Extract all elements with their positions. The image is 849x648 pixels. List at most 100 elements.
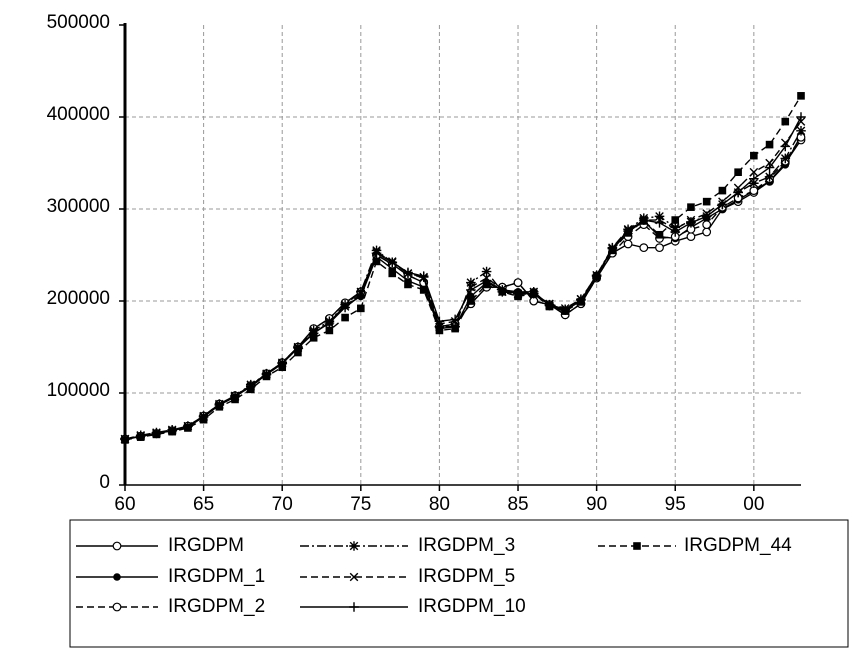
data-point: [623, 239, 633, 249]
data-point: [592, 273, 601, 281]
data-point: [450, 314, 460, 325]
data-point: [388, 269, 397, 278]
data-point: [340, 302, 350, 313]
data-point: [639, 243, 649, 253]
x-tick-label: 75: [350, 494, 371, 515]
data-point: [356, 290, 366, 301]
data-point: [671, 216, 680, 224]
x-tick-label: 95: [665, 494, 686, 515]
data-point: [654, 218, 665, 228]
x-tick-label: 70: [272, 494, 293, 515]
data-point: [749, 173, 759, 184]
data-point: [404, 280, 412, 289]
data-point: [435, 326, 444, 335]
data-point: [670, 227, 681, 237]
data-point: [764, 162, 775, 173]
legend-marker: [349, 541, 359, 551]
series: [120, 117, 806, 444]
data-point: [482, 280, 491, 289]
legend-label: IRGDPM_44: [684, 535, 792, 556]
data-point: [168, 427, 176, 436]
legend-label: IRGDPM_5: [418, 566, 515, 587]
data-point: [639, 217, 648, 225]
data-point: [262, 372, 271, 381]
data-point: [466, 285, 476, 295]
y-tick-label: 500000: [47, 12, 110, 33]
data-point: [686, 232, 696, 242]
legend-label: IRGDPM_1: [168, 566, 265, 587]
series-line: [124, 136, 802, 440]
data-point: [717, 199, 728, 210]
legend-label: IRGDPM_10: [418, 596, 526, 617]
series: [121, 92, 805, 444]
data-point: [545, 302, 554, 311]
data-point: [371, 248, 382, 258]
data-point: [434, 316, 445, 327]
data-point: [309, 334, 318, 342]
y-tick-label: 200000: [47, 288, 110, 309]
series-line: [124, 116, 802, 440]
data-point: [324, 318, 335, 328]
series: [120, 126, 806, 444]
data-point: [686, 218, 696, 228]
data-point: [702, 220, 712, 230]
data-point: [780, 141, 791, 152]
legend-marker: [633, 542, 641, 550]
x-tick-label: 80: [429, 494, 450, 515]
data-point: [702, 227, 712, 237]
data-point: [136, 433, 145, 441]
data-point: [655, 230, 664, 239]
data-point: [419, 286, 428, 294]
data-point: [418, 271, 429, 281]
data-point: [514, 292, 522, 301]
data-point: [765, 140, 774, 149]
data-point: [498, 288, 507, 296]
y-tick-label: 0: [99, 472, 110, 493]
data-point: [608, 246, 617, 255]
data-point: [734, 168, 742, 176]
data-point: [764, 172, 775, 182]
legend-marker: [112, 602, 122, 612]
x-tick-label: 00: [743, 494, 764, 515]
data-point: [797, 92, 805, 100]
legend-marker: [349, 602, 359, 612]
data-point: [357, 304, 365, 313]
data-point: [780, 153, 791, 164]
data-point: [215, 403, 224, 411]
data-point: [451, 324, 459, 333]
x-tick-label: 65: [193, 494, 214, 515]
series-line: [124, 135, 802, 441]
data-point: [246, 385, 255, 394]
y-tick-label: 400000: [47, 104, 110, 125]
data-point: [231, 395, 239, 404]
series-line: [124, 139, 802, 440]
data-point: [467, 297, 475, 305]
series-line: [124, 95, 802, 441]
x-tick-label: 60: [114, 494, 135, 515]
legend-box: [69, 519, 849, 648]
legend-label: IRGDPM: [168, 535, 244, 556]
series: [120, 112, 806, 444]
data-point: [750, 151, 758, 160]
x-tick-label: 90: [586, 494, 607, 515]
data-point: [624, 229, 632, 237]
data-point: [294, 348, 302, 357]
data-point: [781, 117, 790, 126]
data-point: [387, 257, 398, 268]
series: [120, 135, 806, 444]
data-point: [341, 313, 349, 322]
y-tick-label: 300000: [47, 196, 110, 217]
series: [120, 132, 806, 444]
legend-marker: [113, 573, 121, 581]
legend-label: IRGDPM_2: [168, 596, 265, 617]
data-point: [372, 257, 381, 266]
y-tick-label: 100000: [47, 380, 110, 401]
data-point: [702, 197, 711, 206]
data-point: [654, 211, 665, 222]
data-point: [184, 424, 192, 432]
x-tick-label: 85: [507, 494, 528, 515]
series: [121, 131, 805, 444]
data-point: [199, 415, 208, 424]
legend-marker: [112, 541, 122, 551]
